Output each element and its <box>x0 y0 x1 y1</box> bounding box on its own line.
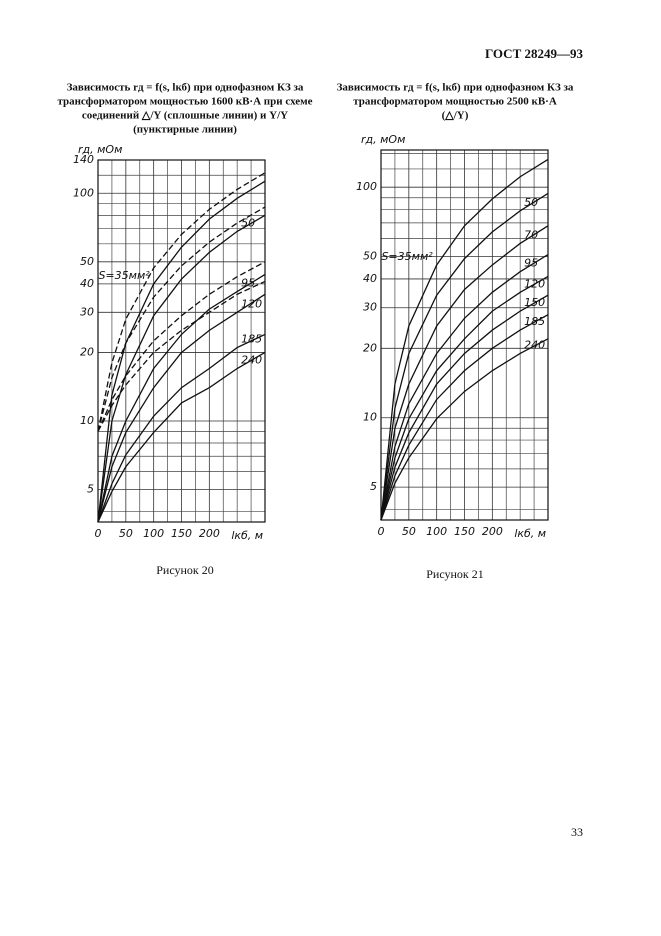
series-label: 185 <box>241 333 262 346</box>
series-label: 50 <box>241 216 255 229</box>
series-label: S=35мм² <box>381 250 433 263</box>
series-line <box>97 293 266 523</box>
y-tick-label: 5 <box>370 480 377 493</box>
x-tick-label: 150 <box>454 525 475 538</box>
doc-code: ГОСТ 28249—93 <box>485 46 584 61</box>
x-tick-label: 150 <box>171 527 192 540</box>
series-line <box>97 206 266 432</box>
y-tick-label: 10 <box>80 414 94 427</box>
y-tick-label: 50 <box>363 250 377 263</box>
series-label: 240 <box>241 353 262 366</box>
figure-title: Зависимость rд = f(s, lкб) при однофазно… <box>337 82 574 94</box>
plot-frame <box>97 159 266 523</box>
x-tick-label: 100 <box>143 527 164 540</box>
series-label: 95 <box>241 277 255 290</box>
figure-title: трансформатором мощностью 1600 кВ·А при … <box>57 96 312 108</box>
y-tick-label: 5 <box>87 483 94 496</box>
y-tick-label: 40 <box>363 272 377 285</box>
x-tick-label: 100 <box>426 525 447 538</box>
y-tick-label: 20 <box>80 345 94 358</box>
plot-frame <box>380 149 549 521</box>
figure-title: трансформатором мощностью 2500 кВ·А <box>353 96 557 108</box>
series-label: S=35мм² <box>98 269 150 282</box>
series-line <box>97 333 266 523</box>
page-number: 33 <box>571 825 583 839</box>
series-line <box>380 192 549 521</box>
x-axis-label: lкб, м <box>514 527 546 540</box>
series-line <box>380 225 549 521</box>
series-line <box>380 314 549 521</box>
series-label: 50 <box>524 196 538 209</box>
series-line <box>97 172 266 432</box>
series-line <box>97 351 266 523</box>
series-line <box>97 180 266 523</box>
series-label: 185 <box>524 315 545 328</box>
series-line <box>97 273 266 523</box>
series-line <box>97 280 266 432</box>
series-label: 120 <box>524 277 545 290</box>
series-label: 120 <box>241 297 262 310</box>
y-tick-label: 10 <box>363 411 377 424</box>
x-tick-label: 50 <box>119 527 133 540</box>
y-tick-label: 30 <box>363 301 377 314</box>
y-tick-label: 50 <box>80 255 94 268</box>
figure-title: (пунктирные линии) <box>133 124 237 136</box>
y-axis-label: rд, мОм <box>78 143 122 156</box>
series-label: 240 <box>524 338 545 351</box>
x-axis-label: lкб, м <box>231 529 263 542</box>
series-line <box>380 254 549 521</box>
x-tick-label: 50 <box>402 525 416 538</box>
series-line <box>380 275 549 521</box>
series-line <box>97 214 266 523</box>
y-axis-label: rд, мОм <box>361 133 405 146</box>
x-tick-label: 200 <box>199 527 220 540</box>
y-tick-label: 140 <box>73 153 94 166</box>
y-tick-label: 100 <box>73 186 94 199</box>
figure-title: соединений △/Y (сплошные линии) и Y/Y <box>82 110 288 122</box>
series-label: 95 <box>524 257 538 270</box>
y-tick-label: 20 <box>363 341 377 354</box>
y-tick-label: 100 <box>356 180 377 193</box>
figure-caption: Рисунок 21 <box>426 567 484 581</box>
series-line <box>380 158 549 521</box>
series-label: 70 <box>524 228 538 241</box>
figure-title: Зависимость rд = f(s, lкб) при однофазно… <box>67 82 304 94</box>
figure-caption: Рисунок 20 <box>156 563 214 577</box>
x-tick-label: 0 <box>378 525 385 538</box>
y-tick-label: 40 <box>80 277 94 290</box>
y-tick-label: 30 <box>80 305 94 318</box>
series-label: 150 <box>524 296 545 309</box>
series-line <box>380 338 549 521</box>
x-tick-label: 200 <box>482 525 503 538</box>
figure-title: (△/Y) <box>442 110 469 122</box>
x-tick-label: 0 <box>95 527 102 540</box>
series-line <box>97 261 266 432</box>
series-line <box>380 294 549 521</box>
